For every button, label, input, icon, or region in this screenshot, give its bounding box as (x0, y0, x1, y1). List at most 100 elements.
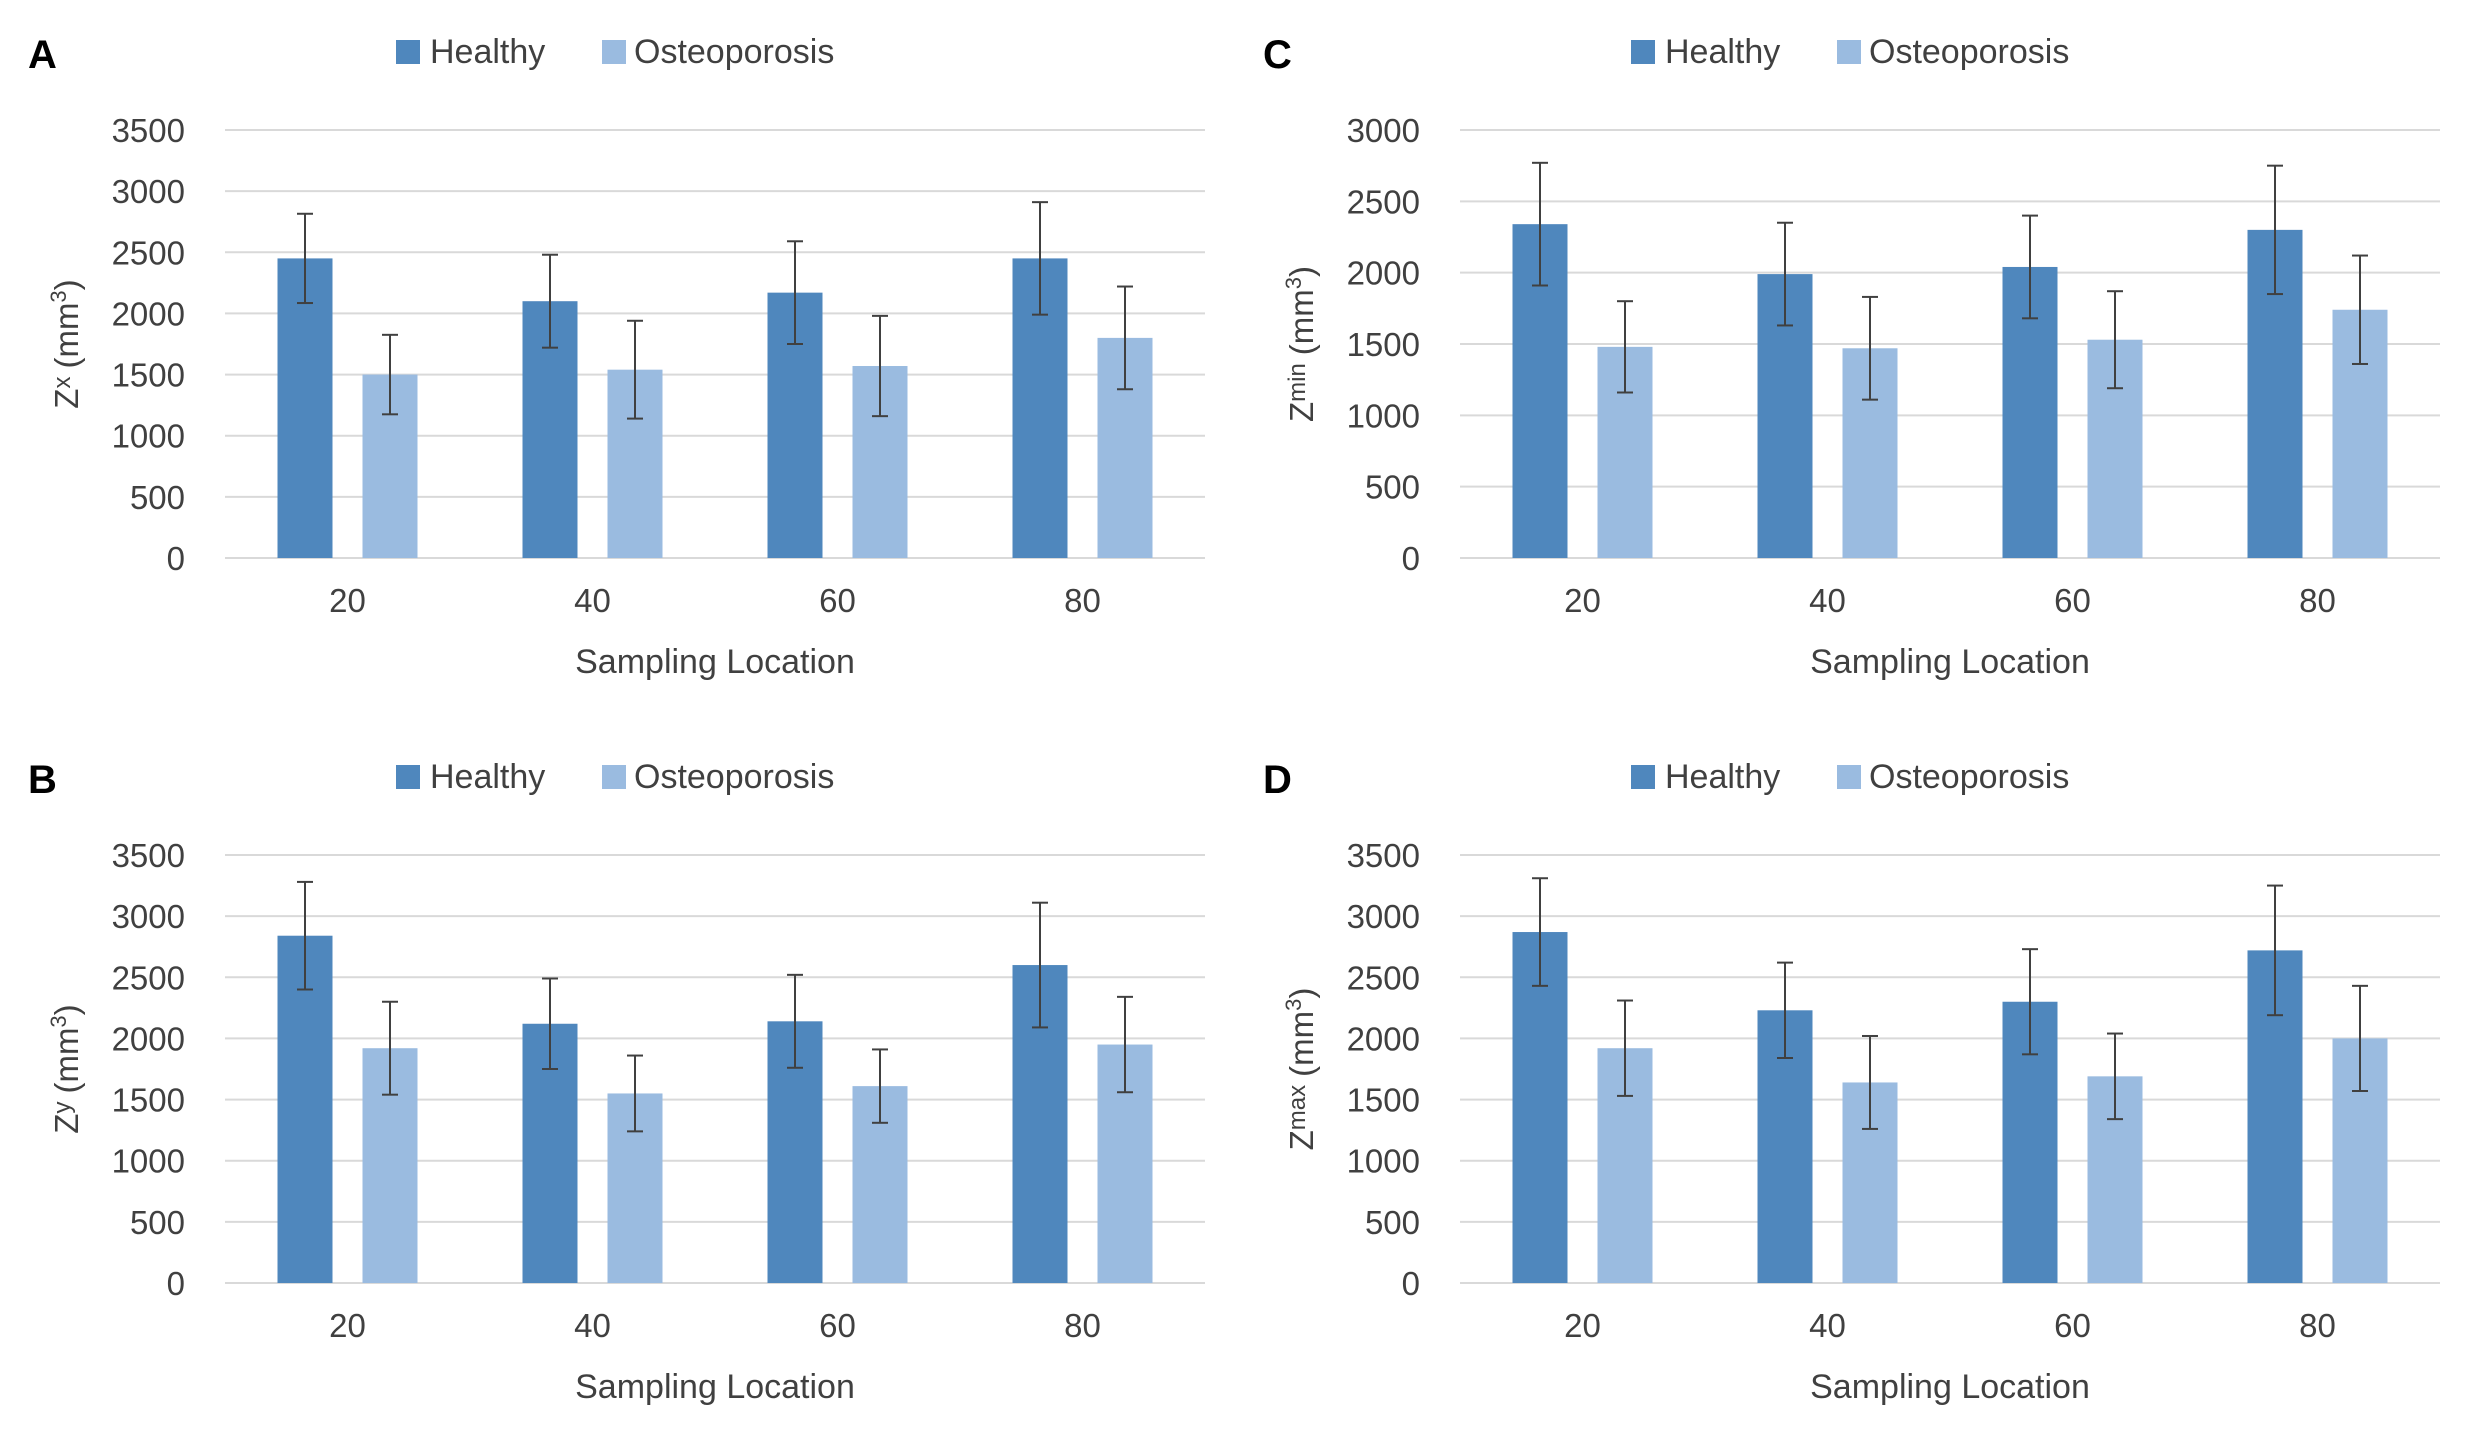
y-tick-label: 1500 (112, 357, 185, 394)
x-tick-label: 40 (1809, 1307, 1846, 1344)
legend: Healthy Osteoporosis (396, 758, 834, 796)
chart-svg: B Healthy Osteoporosis 0 500 1000 1500 2000 2500… (28, 758, 1205, 1406)
y-axis-title-sup: 3 (46, 1015, 71, 1027)
y-tick-label: 1500 (1347, 326, 1420, 363)
legend-swatch-osteoporosis (1837, 40, 1861, 64)
x-axis-title: Sampling Location (1810, 643, 2090, 681)
y-axis-title-sub: max (1284, 1085, 1311, 1130)
y-tick-label: 3500 (112, 112, 185, 149)
y-tick-label: 1000 (1347, 1143, 1420, 1180)
error-bar (382, 333, 398, 416)
legend-swatch-healthy (1631, 765, 1655, 789)
error-bar (1032, 901, 1048, 1029)
y-tick-label: 500 (1365, 1204, 1420, 1241)
chart-svg: C Healthy Osteoporosis 0 500 1000 1500 2000 2500… (1263, 33, 2440, 681)
panel-label: C (1263, 33, 1292, 77)
x-axis-title: Sampling Location (575, 643, 855, 681)
y-axis-title-sup: 3 (1281, 999, 1306, 1011)
x-tick-label: 60 (819, 1307, 856, 1344)
y-axis-title-main: Z (48, 1114, 85, 1134)
chart-panel-d: D Healthy Osteoporosis 0 500 1000 1500 2000 2500… (1235, 725, 2470, 1450)
y-axis-title-close: ) (48, 279, 85, 290)
error-bar (1862, 295, 1878, 401)
y-tick-label: 500 (130, 479, 185, 516)
y-axis-title: Zy (mm3) (46, 1004, 85, 1133)
y-axis-title-close: ) (1283, 266, 1320, 277)
x-tick-label: 20 (1564, 1307, 1601, 1344)
y-axis-title-sub: min (1284, 363, 1311, 402)
bar-healthy (277, 935, 333, 1283)
x-axis-title: Sampling Location (575, 1368, 855, 1406)
x-tick-label: 40 (574, 1307, 611, 1344)
x-tick-label: 40 (574, 582, 611, 619)
legend-swatch-osteoporosis (602, 765, 626, 789)
y-tick-label: 1000 (112, 418, 185, 455)
error-bar (787, 973, 803, 1069)
y-tick-label: 1000 (112, 1143, 185, 1180)
x-tick-label: 20 (329, 1307, 366, 1344)
legend-label-healthy: Healthy (1665, 758, 1780, 796)
chart-svg: A Healthy Osteoporosis 0 500 1000 1500 2000 2500… (28, 33, 1205, 681)
y-axis-title-close: ) (1283, 988, 1320, 999)
x-tick-label: 80 (2299, 582, 2336, 619)
legend-swatch-healthy (1631, 40, 1655, 64)
error-bar (1532, 161, 1548, 287)
y-axis-title-unit: (mm (48, 1028, 85, 1094)
error-bar (1032, 201, 1048, 316)
y-axis-title-unit: (mm (1283, 1011, 1320, 1077)
legend-label-healthy: Healthy (430, 33, 545, 71)
error-bar (2267, 884, 2283, 1017)
y-tick-label: 3500 (1347, 837, 1420, 874)
y-tick-label: 0 (167, 540, 185, 577)
y-tick-label: 2500 (112, 234, 185, 271)
error-bar (2352, 254, 2368, 365)
x-tick-label: 80 (1064, 582, 1101, 619)
y-tick-label: 3500 (112, 837, 185, 874)
y-axis-title: Zmax (mm3) (1281, 988, 1320, 1151)
error-bar (1532, 877, 1548, 987)
x-tick-label: 60 (2054, 582, 2091, 619)
y-tick-label: 2500 (1347, 183, 1420, 220)
bar-healthy (1512, 932, 1568, 1283)
error-bar (1117, 285, 1133, 391)
chart-panel-a: A Healthy Osteoporosis 0 500 1000 1500 2000 2500… (0, 0, 1235, 725)
y-tick-label: 3000 (1347, 112, 1420, 149)
y-tick-label: 2000 (1347, 1020, 1420, 1057)
y-axis-title-sup: 3 (46, 290, 71, 302)
legend-label-osteoporosis: Osteoporosis (634, 33, 834, 71)
error-bar (2022, 948, 2038, 1056)
panel-label: B (28, 758, 57, 802)
y-tick-label: 1500 (1347, 1082, 1420, 1119)
legend: Healthy Osteoporosis (1631, 33, 2069, 71)
chart-panel-c: C Healthy Osteoporosis 0 500 1000 1500 2000 2500… (1235, 0, 2470, 725)
panel-label: A (28, 33, 57, 77)
y-tick-label: 2000 (112, 295, 185, 332)
y-tick-label: 0 (167, 1265, 185, 1302)
error-bar (2107, 290, 2123, 390)
error-bar (542, 253, 558, 349)
y-axis-title-unit: (mm (1283, 289, 1320, 355)
legend-label-osteoporosis: Osteoporosis (634, 758, 834, 796)
y-axis-title-main: Z (1283, 1130, 1320, 1150)
legend-swatch-osteoporosis (602, 40, 626, 64)
x-tick-label: 60 (819, 582, 856, 619)
y-axis-title: Zx (mm3) (46, 279, 85, 408)
y-axis-title-main: Z (48, 389, 85, 409)
y-axis-title: Zmin (mm3) (1281, 266, 1320, 422)
legend-label-healthy: Healthy (430, 758, 545, 796)
chart-panel-b: B Healthy Osteoporosis 0 500 1000 1500 2000 2500… (0, 725, 1235, 1450)
legend-swatch-osteoporosis (1837, 765, 1861, 789)
legend-swatch-healthy (396, 40, 420, 64)
error-bar (297, 880, 313, 991)
error-bar (1777, 961, 1793, 1059)
y-axis-title-close: ) (48, 1004, 85, 1015)
y-tick-label: 500 (1365, 469, 1420, 506)
x-tick-label: 60 (2054, 1307, 2091, 1344)
y-axis-title-sub: x (49, 377, 76, 389)
chart-svg: D Healthy Osteoporosis 0 500 1000 1500 2000 2500… (1263, 758, 2440, 1406)
legend-label-osteoporosis: Osteoporosis (1869, 758, 2069, 796)
y-axis-title-sub: y (49, 1102, 76, 1114)
error-bar (627, 1054, 643, 1133)
y-tick-label: 500 (130, 1204, 185, 1241)
legend: Healthy Osteoporosis (1631, 758, 2069, 796)
